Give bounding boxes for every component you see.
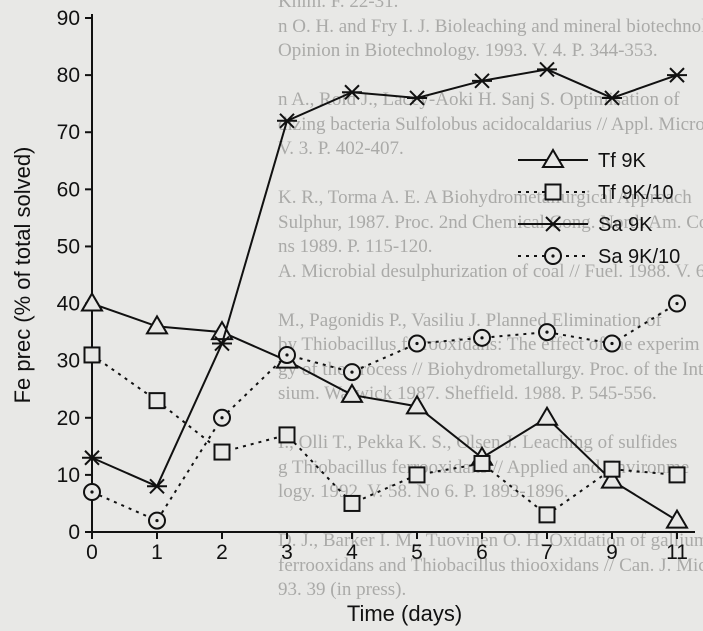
data-point-asterisk	[602, 90, 622, 106]
legend-label: Sa 9K/10	[598, 246, 680, 268]
x-tick-label: 6	[476, 541, 488, 564]
data-point-circle-dot	[610, 341, 614, 346]
legend-marker-circle-dot	[551, 254, 555, 258]
data-point-square	[473, 454, 491, 472]
data-point-square	[213, 443, 231, 461]
data-point-circle-dot	[675, 301, 679, 306]
data-point-triangle	[405, 394, 429, 415]
x-tick-label: 7	[541, 541, 553, 564]
data-point-square	[603, 460, 621, 478]
axes: 0 10 20 30 40 50 60 70 80 90 0 1 2 3 4 5 6 7 9 11	[57, 7, 695, 564]
series-tf-9k-10	[83, 346, 686, 524]
data-point-square	[408, 466, 426, 484]
legend-label: Tf 9K	[598, 150, 646, 172]
x-tick-label: 2	[216, 541, 228, 564]
data-point-triangle	[145, 314, 169, 335]
x-tick-label: 5	[411, 541, 423, 564]
data-point-asterisk	[342, 84, 362, 100]
data-point-square	[278, 426, 296, 444]
data-point-triangle	[80, 291, 104, 312]
y-tick-label: 50	[57, 235, 80, 258]
data-point-circle-dot	[480, 336, 484, 340]
data-point-triangle	[665, 508, 689, 529]
data-point-circle-dot	[285, 353, 289, 357]
y-tick-label: 80	[57, 64, 80, 87]
y-tick-label: 30	[57, 350, 80, 373]
data-point-circle-dot	[155, 518, 159, 523]
data-point-asterisk	[277, 113, 297, 129]
y-tick-label: 40	[57, 293, 80, 316]
y-tick-label: 60	[57, 178, 80, 201]
x-tick-label: 3	[281, 541, 293, 564]
series-sa-9k-10	[83, 294, 686, 530]
series-layer	[80, 61, 689, 530]
series-line	[91, 302, 678, 522]
y-tick-label: 20	[57, 407, 80, 430]
data-point-asterisk	[472, 73, 492, 89]
data-point-circle-dot	[90, 490, 94, 494]
x-tick-label: 0	[86, 541, 98, 564]
series-line	[91, 354, 678, 517]
data-point-asterisk	[147, 478, 167, 495]
data-point-circle-dot	[415, 341, 419, 346]
y-axis-title: Fe prec (% of total solved)	[10, 147, 35, 404]
data-point-asterisk	[82, 450, 102, 466]
data-point-asterisk	[667, 67, 687, 83]
legend-label: Tf 9K/10	[598, 182, 674, 204]
series-line	[91, 302, 678, 522]
data-point-asterisk	[407, 90, 427, 106]
y-tick-label: 70	[57, 121, 80, 144]
data-point-asterisk	[212, 335, 232, 352]
legend: Tf 9K Tf 9K/10 Sa 9K Sa 9K/10	[518, 148, 680, 268]
series-tf-9k	[80, 291, 689, 529]
data-point-triangle	[600, 468, 624, 489]
x-axis-title: Time (days)	[347, 601, 462, 626]
series-line	[91, 68, 678, 488]
legend-label: Sa 9K	[598, 214, 653, 236]
y-tick-label: 10	[57, 464, 80, 487]
data-point-triangle	[210, 320, 234, 341]
legend-marker-square	[544, 183, 562, 201]
data-point-circle-dot	[220, 416, 224, 420]
x-tick-label: 4	[346, 541, 358, 564]
x-tick-label: 11	[666, 541, 688, 564]
legend-marker-triangle	[541, 148, 565, 168]
data-point-circle-dot	[545, 330, 549, 334]
series-sa-9k	[82, 61, 687, 495]
data-point-square	[538, 506, 556, 524]
data-point-circle-dot	[350, 370, 354, 374]
x-tick-label: 1	[151, 541, 163, 564]
data-point-square	[83, 346, 101, 364]
data-point-square	[668, 466, 686, 484]
data-point-triangle	[340, 382, 364, 403]
data-point-square	[148, 392, 166, 410]
data-point-triangle	[535, 405, 559, 426]
data-point-asterisk	[537, 61, 557, 78]
data-point-square	[343, 494, 361, 512]
x-tick-label: 9	[606, 541, 618, 564]
legend-marker-asterisk	[543, 216, 563, 232]
y-tick-label: 0	[68, 521, 80, 544]
y-tick-label: 90	[57, 7, 80, 30]
